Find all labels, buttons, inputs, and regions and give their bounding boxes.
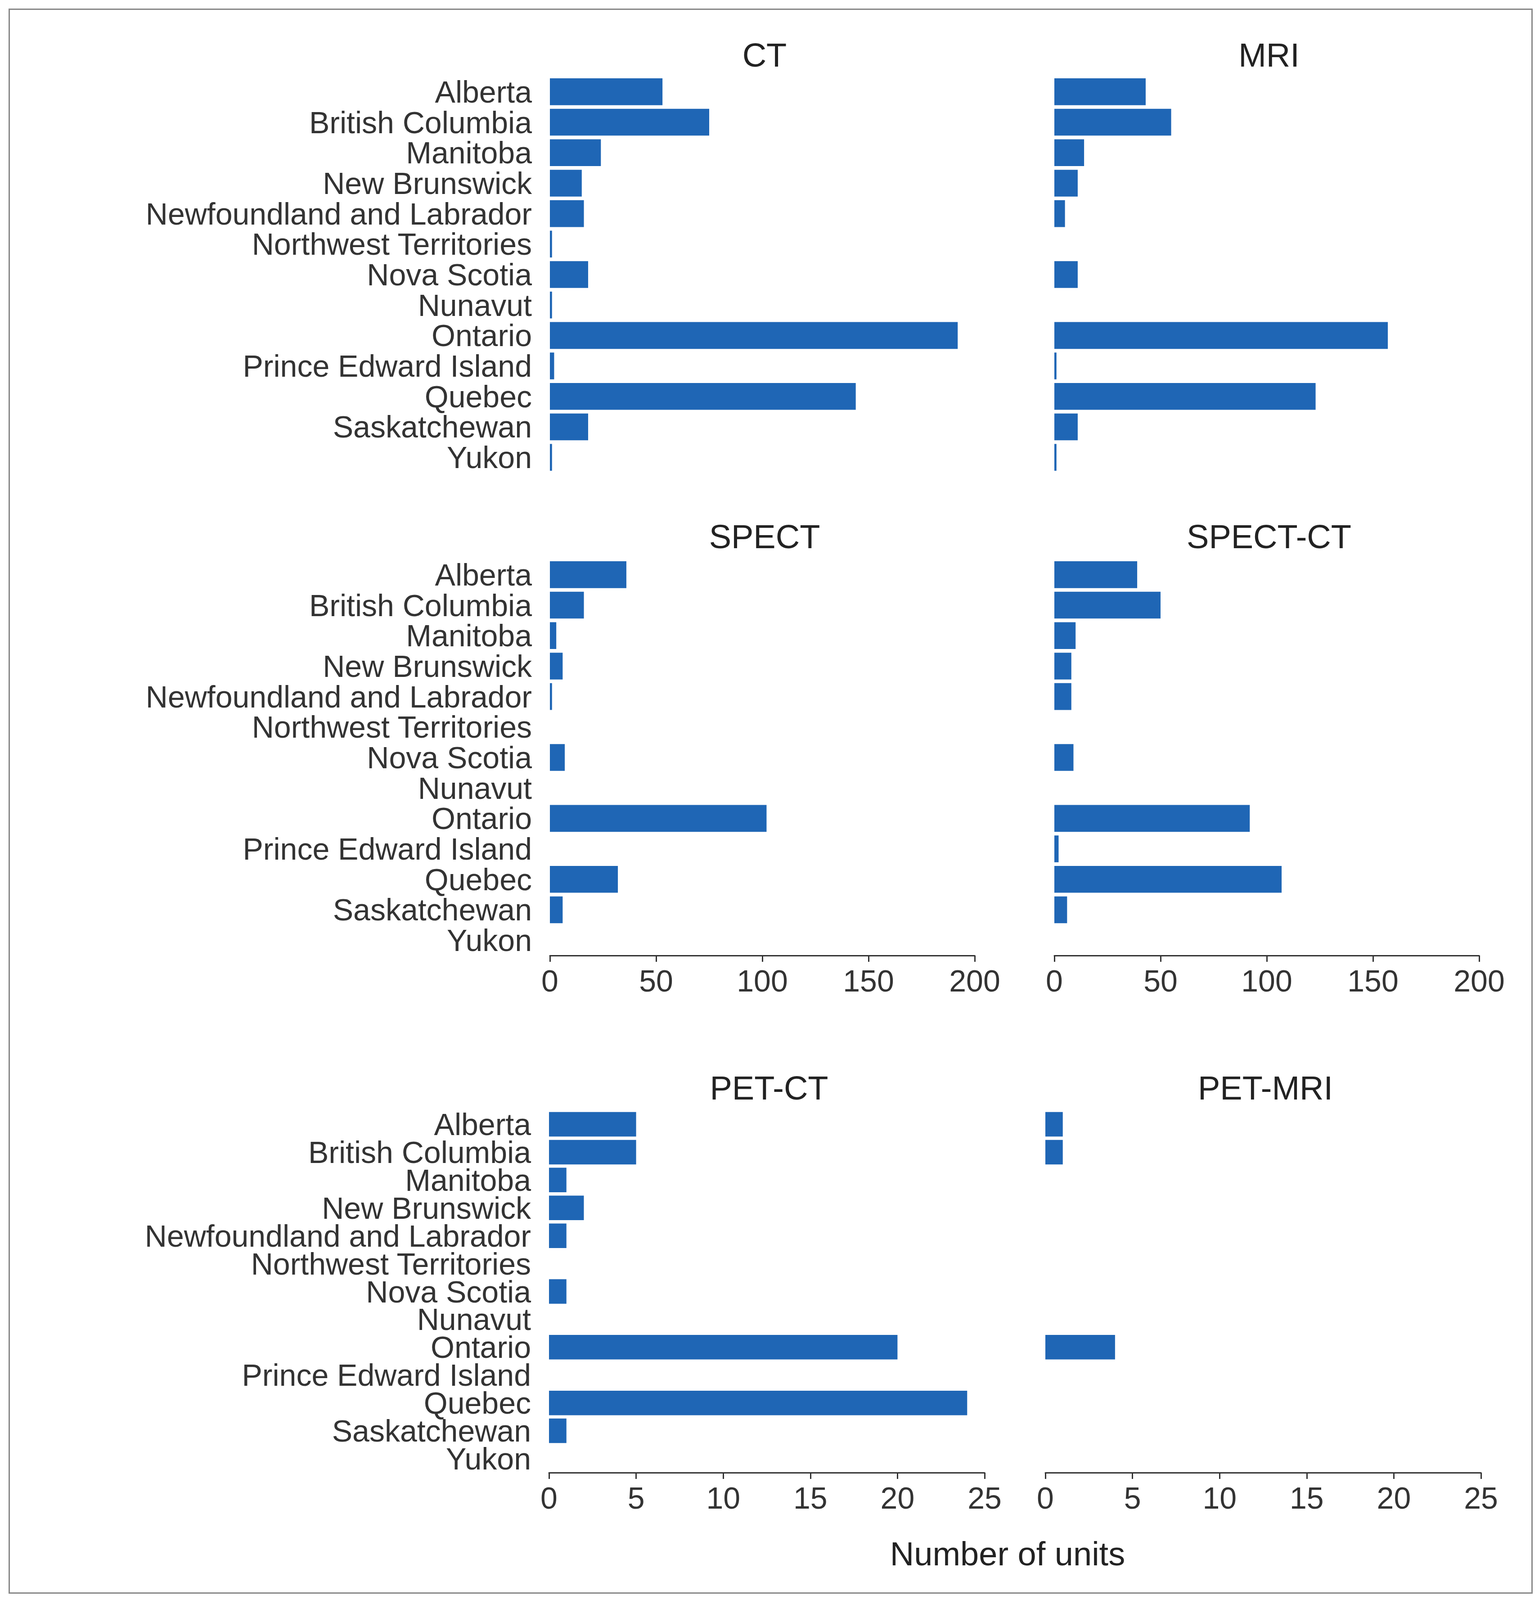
svg-text:Newfoundland and Labrador: Newfoundland and Labrador [145,679,532,714]
svg-text:Newfoundland and Labrador: Newfoundland and Labrador [144,1218,531,1253]
svg-text:SPECT: SPECT [709,517,821,556]
svg-text:Saskatchewan: Saskatchewan [331,1413,531,1448]
svg-text:Yukon: Yukon [445,1441,531,1476]
svg-text:25: 25 [967,1480,1002,1515]
svg-text:New Brunswick: New Brunswick [322,648,533,684]
svg-text:0: 0 [1036,1480,1054,1515]
svg-text:10: 10 [1202,1480,1237,1515]
svg-text:PET-MRI: PET-MRI [1197,1069,1333,1107]
svg-text:5: 5 [627,1480,645,1515]
svg-text:0: 0 [1045,963,1063,998]
svg-text:Manitoba: Manitoba [405,135,532,170]
svg-text:SPECT-CT: SPECT-CT [1186,517,1352,556]
svg-text:Alberta: Alberta [434,1107,531,1142]
svg-text:50: 50 [639,963,674,998]
svg-text:Nova Scotia: Nova Scotia [366,1274,531,1309]
svg-text:0: 0 [541,963,559,998]
svg-text:Ontario: Ontario [431,318,532,353]
svg-text:Saskatchewan: Saskatchewan [333,409,532,444]
svg-text:200: 200 [1453,963,1505,998]
svg-text:50: 50 [1143,963,1178,998]
svg-text:CT: CT [742,36,788,74]
svg-text:British Columbia: British Columbia [309,105,532,140]
svg-text:Saskatchewan: Saskatchewan [333,892,532,927]
svg-text:150: 150 [842,963,894,998]
svg-text:Manitoba: Manitoba [405,618,532,653]
svg-text:Yukon: Yukon [446,922,532,958]
svg-text:Nunavut: Nunavut [417,1302,531,1337]
svg-text:Nova Scotia: Nova Scotia [366,257,532,292]
svg-text:Number of units: Number of units [890,1534,1125,1573]
svg-text:MRI: MRI [1238,36,1300,74]
svg-text:Alberta: Alberta [435,557,533,592]
svg-text:150: 150 [1347,963,1399,998]
svg-text:200: 200 [949,963,1000,998]
svg-text:Prince Edward Island: Prince Edward Island [242,831,532,866]
svg-text:Nunavut: Nunavut [418,770,532,806]
svg-text:20: 20 [880,1480,915,1515]
svg-text:Ontario: Ontario [431,801,532,836]
svg-text:PET-CT: PET-CT [709,1069,828,1107]
svg-text:Nova Scotia: Nova Scotia [366,740,532,775]
svg-text:Yukon: Yukon [446,440,532,475]
svg-text:Manitoba: Manitoba [405,1162,531,1197]
svg-text:New Brunswick: New Brunswick [322,166,533,201]
svg-text:100: 100 [736,963,788,998]
svg-text:New Brunswick: New Brunswick [321,1190,531,1225]
svg-text:Quebec: Quebec [423,1385,531,1420]
svg-text:Northwest Territories: Northwest Territories [250,1246,531,1281]
svg-text:5: 5 [1124,1480,1142,1515]
svg-text:British Columbia: British Columbia [309,588,532,623]
svg-text:0: 0 [540,1480,558,1515]
svg-text:10: 10 [706,1480,741,1515]
svg-text:100: 100 [1241,963,1292,998]
svg-text:15: 15 [793,1480,828,1515]
svg-text:Ontario: Ontario [430,1329,531,1365]
svg-text:Quebec: Quebec [424,862,532,897]
svg-text:Northwest Territories: Northwest Territories [252,709,532,744]
svg-text:Prince Edward Island: Prince Edward Island [242,348,532,383]
svg-text:Northwest Territories: Northwest Territories [252,226,532,261]
svg-text:Nunavut: Nunavut [418,288,532,323]
svg-text:Quebec: Quebec [424,379,532,414]
svg-text:British Columbia: British Columbia [308,1134,531,1170]
svg-text:Alberta: Alberta [435,74,533,109]
svg-text:20: 20 [1377,1480,1412,1515]
svg-text:Prince Edward Island: Prince Edward Island [241,1357,531,1392]
svg-text:25: 25 [1463,1480,1499,1515]
svg-text:Newfoundland and Labrador: Newfoundland and Labrador [145,196,532,231]
svg-text:15: 15 [1289,1480,1324,1515]
